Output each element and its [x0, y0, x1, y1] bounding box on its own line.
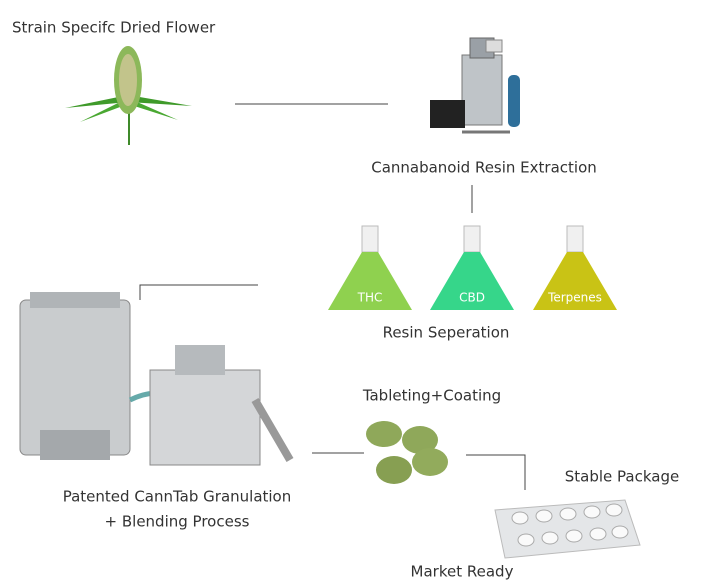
tablets-icon-part — [376, 456, 412, 484]
package-icon-part-part — [518, 534, 534, 546]
granulation-icon-part — [40, 430, 110, 460]
flask: Terpenes — [533, 226, 617, 310]
package-icon-part-part — [542, 532, 558, 544]
flask-label: Terpenes — [547, 291, 602, 305]
separation-label: Resin Seperation — [383, 324, 510, 342]
tablets-icon-part — [366, 421, 402, 447]
package-icon-part-part — [566, 530, 582, 542]
package-icon-part-part — [512, 512, 528, 524]
granulation-icon-part — [150, 370, 260, 465]
extraction-icon-part — [508, 75, 520, 127]
package-label: Stable Package — [565, 468, 679, 486]
flask-part — [567, 226, 583, 252]
extraction-icon-part — [486, 40, 502, 52]
granulation-label: + Blending Process — [105, 513, 250, 531]
flower-icon-part — [119, 54, 137, 106]
extraction-label: Cannabanoid Resin Extraction — [371, 159, 597, 177]
flower-label: Strain Specifc Dried Flower — [12, 19, 216, 37]
tablets-icon-part — [412, 448, 448, 476]
tablets-icon — [366, 421, 448, 484]
flask-part — [362, 226, 378, 252]
flask: CBD — [430, 226, 514, 310]
connectors-part — [466, 455, 525, 490]
granulation-icon-part — [175, 345, 225, 375]
flask: THC — [328, 226, 412, 310]
granulation-label: Patented CannTab Granulation — [63, 488, 292, 506]
package-icon-part-part — [612, 526, 628, 538]
package-icon — [495, 500, 640, 558]
market-label: Market Ready — [411, 563, 514, 581]
flask-part — [464, 226, 480, 252]
connectors-part — [140, 285, 258, 300]
flask-label: THC — [357, 291, 383, 305]
package-icon-part-part — [606, 504, 622, 516]
package-icon-part-part — [584, 506, 600, 518]
flask-label: CBD — [459, 291, 485, 305]
package-icon-part-part — [536, 510, 552, 522]
extraction-icon-part — [462, 55, 502, 125]
granulation-icon-part — [30, 292, 120, 308]
package-icon-part-part — [590, 528, 606, 540]
extraction-icon-part — [430, 100, 465, 128]
package-icon-part-part — [560, 508, 576, 520]
flower-icon — [65, 46, 192, 145]
granulation-icon — [20, 292, 290, 465]
process-diagram: Strain Specifc Dried Flower Cannabanoid … — [0, 0, 704, 583]
tableting-label: Tableting+Coating — [362, 387, 501, 405]
extraction-icon — [430, 38, 520, 132]
